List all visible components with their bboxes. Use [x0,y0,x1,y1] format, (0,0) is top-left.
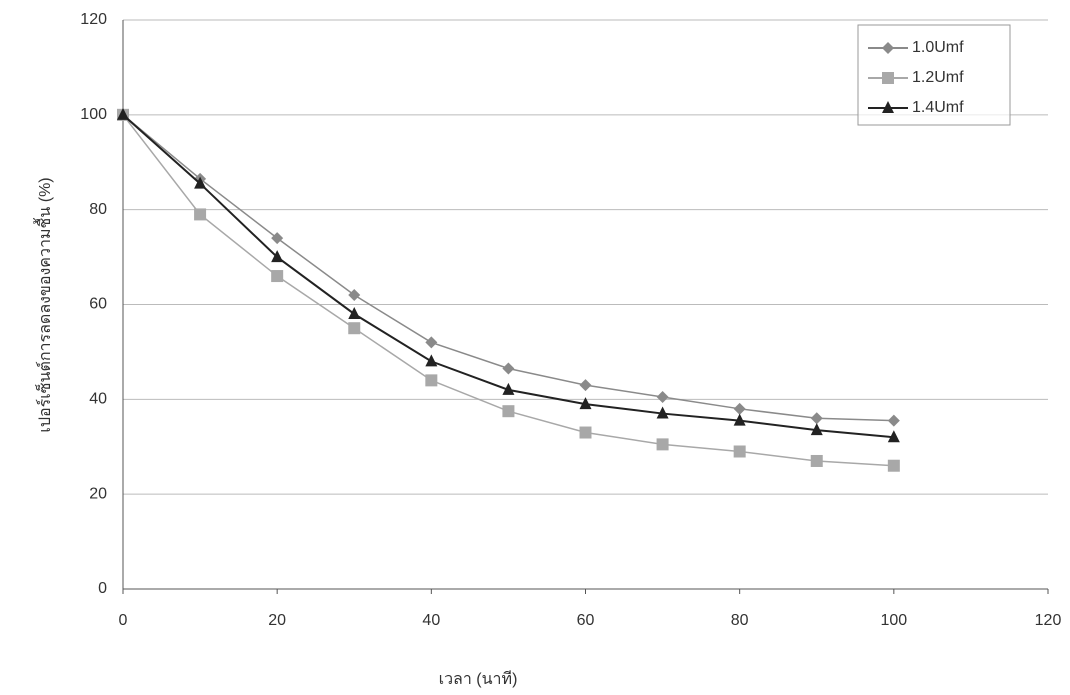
marker [888,415,900,427]
marker [348,307,360,319]
marker [811,412,823,424]
chart: เวลา (นาที) เปอร์เซ็นต์การลดลงของความชื้… [0,0,1070,695]
marker [271,270,283,282]
marker [734,403,746,415]
marker [580,427,592,439]
marker [194,208,206,220]
x-tick-label: 20 [268,612,286,629]
marker [734,445,746,457]
x-tick-label: 80 [731,612,749,629]
x-axis-label: เวลา (นาที) [439,670,518,688]
y-tick-label: 40 [89,391,107,408]
y-tick-label: 80 [89,201,107,218]
y-tick-label: 0 [98,580,107,597]
x-tick-label: 60 [577,612,595,629]
marker [425,336,437,348]
marker [657,391,669,403]
marker [502,405,514,417]
y-tick-label: 20 [89,485,107,502]
x-tick-label: 120 [1035,612,1062,629]
marker [657,438,669,450]
legend-label: 1.2Umf [912,69,964,86]
marker [271,232,283,244]
y-tick-label: 100 [80,106,107,123]
y-axis-label: เปอร์เซ็นต์การลดลงของความชื้น (%) [33,177,54,432]
marker [348,289,360,301]
x-tick-label: 40 [422,612,440,629]
x-tick-label: 0 [119,612,128,629]
marker [348,322,360,334]
y-tick-label: 120 [80,11,107,28]
legend-label: 1.0Umf [912,39,964,56]
marker [888,460,900,472]
x-tick-label: 100 [880,612,907,629]
marker [580,379,592,391]
legend-label: 1.4Umf [912,99,964,116]
marker [811,455,823,467]
marker [502,363,514,375]
marker [425,374,437,386]
y-tick-label: 60 [89,296,107,313]
series-line [123,115,894,421]
marker [882,72,894,84]
marker [425,354,437,366]
